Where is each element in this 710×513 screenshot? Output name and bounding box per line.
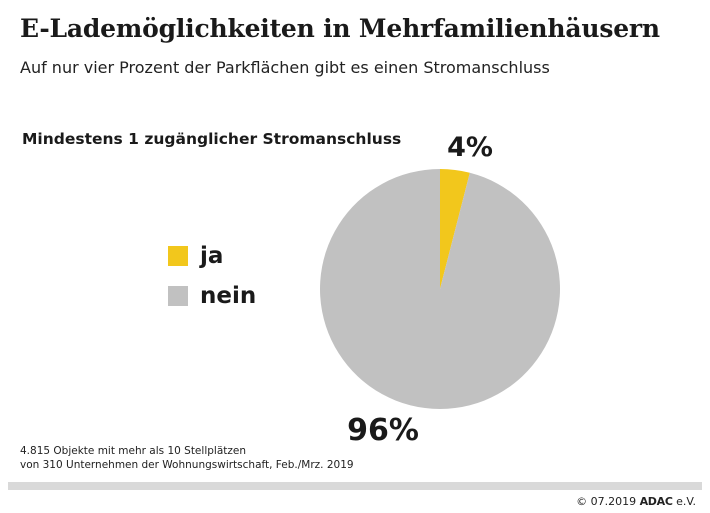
chart-subtitle: Auf nur vier Prozent der Parkflächen gib… — [20, 58, 550, 77]
source-note: 4.815 Objekte mit mehr als 10 Stellplätz… — [20, 444, 354, 472]
copyright-text: © 07.2019 — [576, 495, 637, 508]
legend-label-ja: ja — [200, 243, 224, 269]
brand-suffix: e.V. — [676, 495, 696, 508]
legend-item-nein: nein — [168, 276, 256, 316]
pie-slice-nein — [320, 169, 560, 409]
pie-slice-ja — [440, 169, 470, 289]
legend-swatch-ja — [168, 246, 188, 266]
source-note-line-1: 4.815 Objekte mit mehr als 10 Stellplätz… — [20, 445, 246, 457]
chart-title: E-Lademöglichkeiten in Mehrfamilienhäuse… — [20, 14, 660, 43]
brand-logo: ADAC — [639, 495, 673, 508]
legend: ja nein — [168, 236, 256, 316]
footer-divider — [8, 482, 702, 490]
legend-item-ja: ja — [168, 236, 256, 276]
legend-label-nein: nein — [200, 283, 257, 309]
pie-label-ja: 4% — [447, 132, 493, 163]
legend-swatch-nein — [168, 286, 188, 306]
source-note-line-2: von 310 Unternehmen der Wohnungswirtscha… — [20, 459, 354, 471]
pie-label-nein: 96% — [347, 413, 419, 448]
pie-heading: Mindestens 1 zugänglicher Stromanschluss — [22, 130, 402, 148]
footer: © 07.2019 ADAC e.V. — [576, 495, 696, 508]
